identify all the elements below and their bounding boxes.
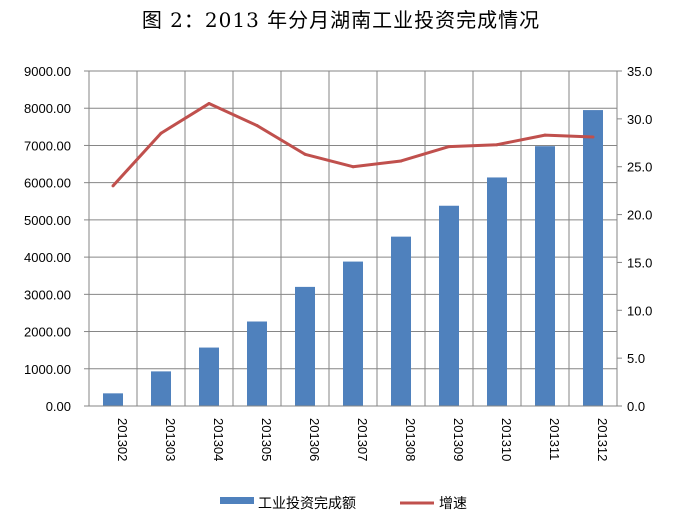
bar xyxy=(103,393,123,406)
x-tick-label: 201303 xyxy=(163,418,178,461)
y-right-tick-label: 15.0 xyxy=(627,255,652,270)
bar xyxy=(487,177,507,406)
y-right-tick-label: 10.0 xyxy=(627,303,652,318)
x-tick-label: 201307 xyxy=(355,418,370,461)
y-left-tick-label: 3000.00 xyxy=(24,287,71,302)
y-right-tick-label: 5.0 xyxy=(627,351,645,366)
x-tick-label: 201306 xyxy=(307,418,322,461)
y-left-tick-label: 0.00 xyxy=(46,399,71,414)
x-tick-label: 201310 xyxy=(499,418,514,461)
bar xyxy=(295,286,315,406)
x-tick-label: 201309 xyxy=(451,418,466,461)
y-right-tick-label: 0.0 xyxy=(627,399,645,414)
y-left-tick-label: 9000.00 xyxy=(24,64,71,79)
bar xyxy=(199,347,219,406)
y-right-tick-label: 30.0 xyxy=(627,112,652,127)
y-right-tick-label: 35.0 xyxy=(627,64,652,79)
y-right-tick-label: 25.0 xyxy=(627,160,652,175)
y-left-tick-label: 2000.00 xyxy=(24,325,71,340)
growth-point xyxy=(351,165,355,169)
bar xyxy=(343,261,363,406)
bar xyxy=(247,321,267,406)
growth-point xyxy=(303,152,307,156)
y-left-tick-label: 1000.00 xyxy=(24,362,71,377)
growth-point xyxy=(591,135,595,139)
growth-point xyxy=(207,102,211,106)
growth-point xyxy=(399,159,403,163)
bar xyxy=(535,146,555,406)
growth-point xyxy=(255,124,259,128)
bar xyxy=(391,236,411,406)
y-left-tick-label: 5000.00 xyxy=(24,213,71,228)
growth-point xyxy=(111,184,115,188)
x-tick-label: 201302 xyxy=(115,418,130,461)
x-tick-label: 201305 xyxy=(259,418,274,461)
bar xyxy=(583,110,603,406)
x-tick-label: 201311 xyxy=(547,418,562,460)
growth-point xyxy=(543,133,547,137)
x-tick-label: 201308 xyxy=(403,418,418,461)
growth-point xyxy=(447,145,451,149)
y-left-tick-label: 8000.00 xyxy=(24,101,71,116)
chart-title: 图 2：2013 年分月湖南工业投资完成情况 xyxy=(141,8,541,32)
growth-point xyxy=(159,131,163,135)
y-left-tick-label: 4000.00 xyxy=(24,250,71,265)
legend-swatch-bar xyxy=(220,497,254,504)
y-left-tick-label: 6000.00 xyxy=(24,176,71,191)
x-tick-label: 201312 xyxy=(595,418,610,461)
growth-point xyxy=(495,143,499,147)
legend-label-bar: 工业投资完成额 xyxy=(258,496,356,512)
legend-label-line: 增速 xyxy=(439,496,467,512)
bar xyxy=(151,371,171,406)
x-tick-label: 201304 xyxy=(211,418,226,461)
bar xyxy=(439,205,459,406)
y-right-tick-label: 20.0 xyxy=(627,208,652,223)
y-left-tick-label: 7000.00 xyxy=(24,138,71,153)
